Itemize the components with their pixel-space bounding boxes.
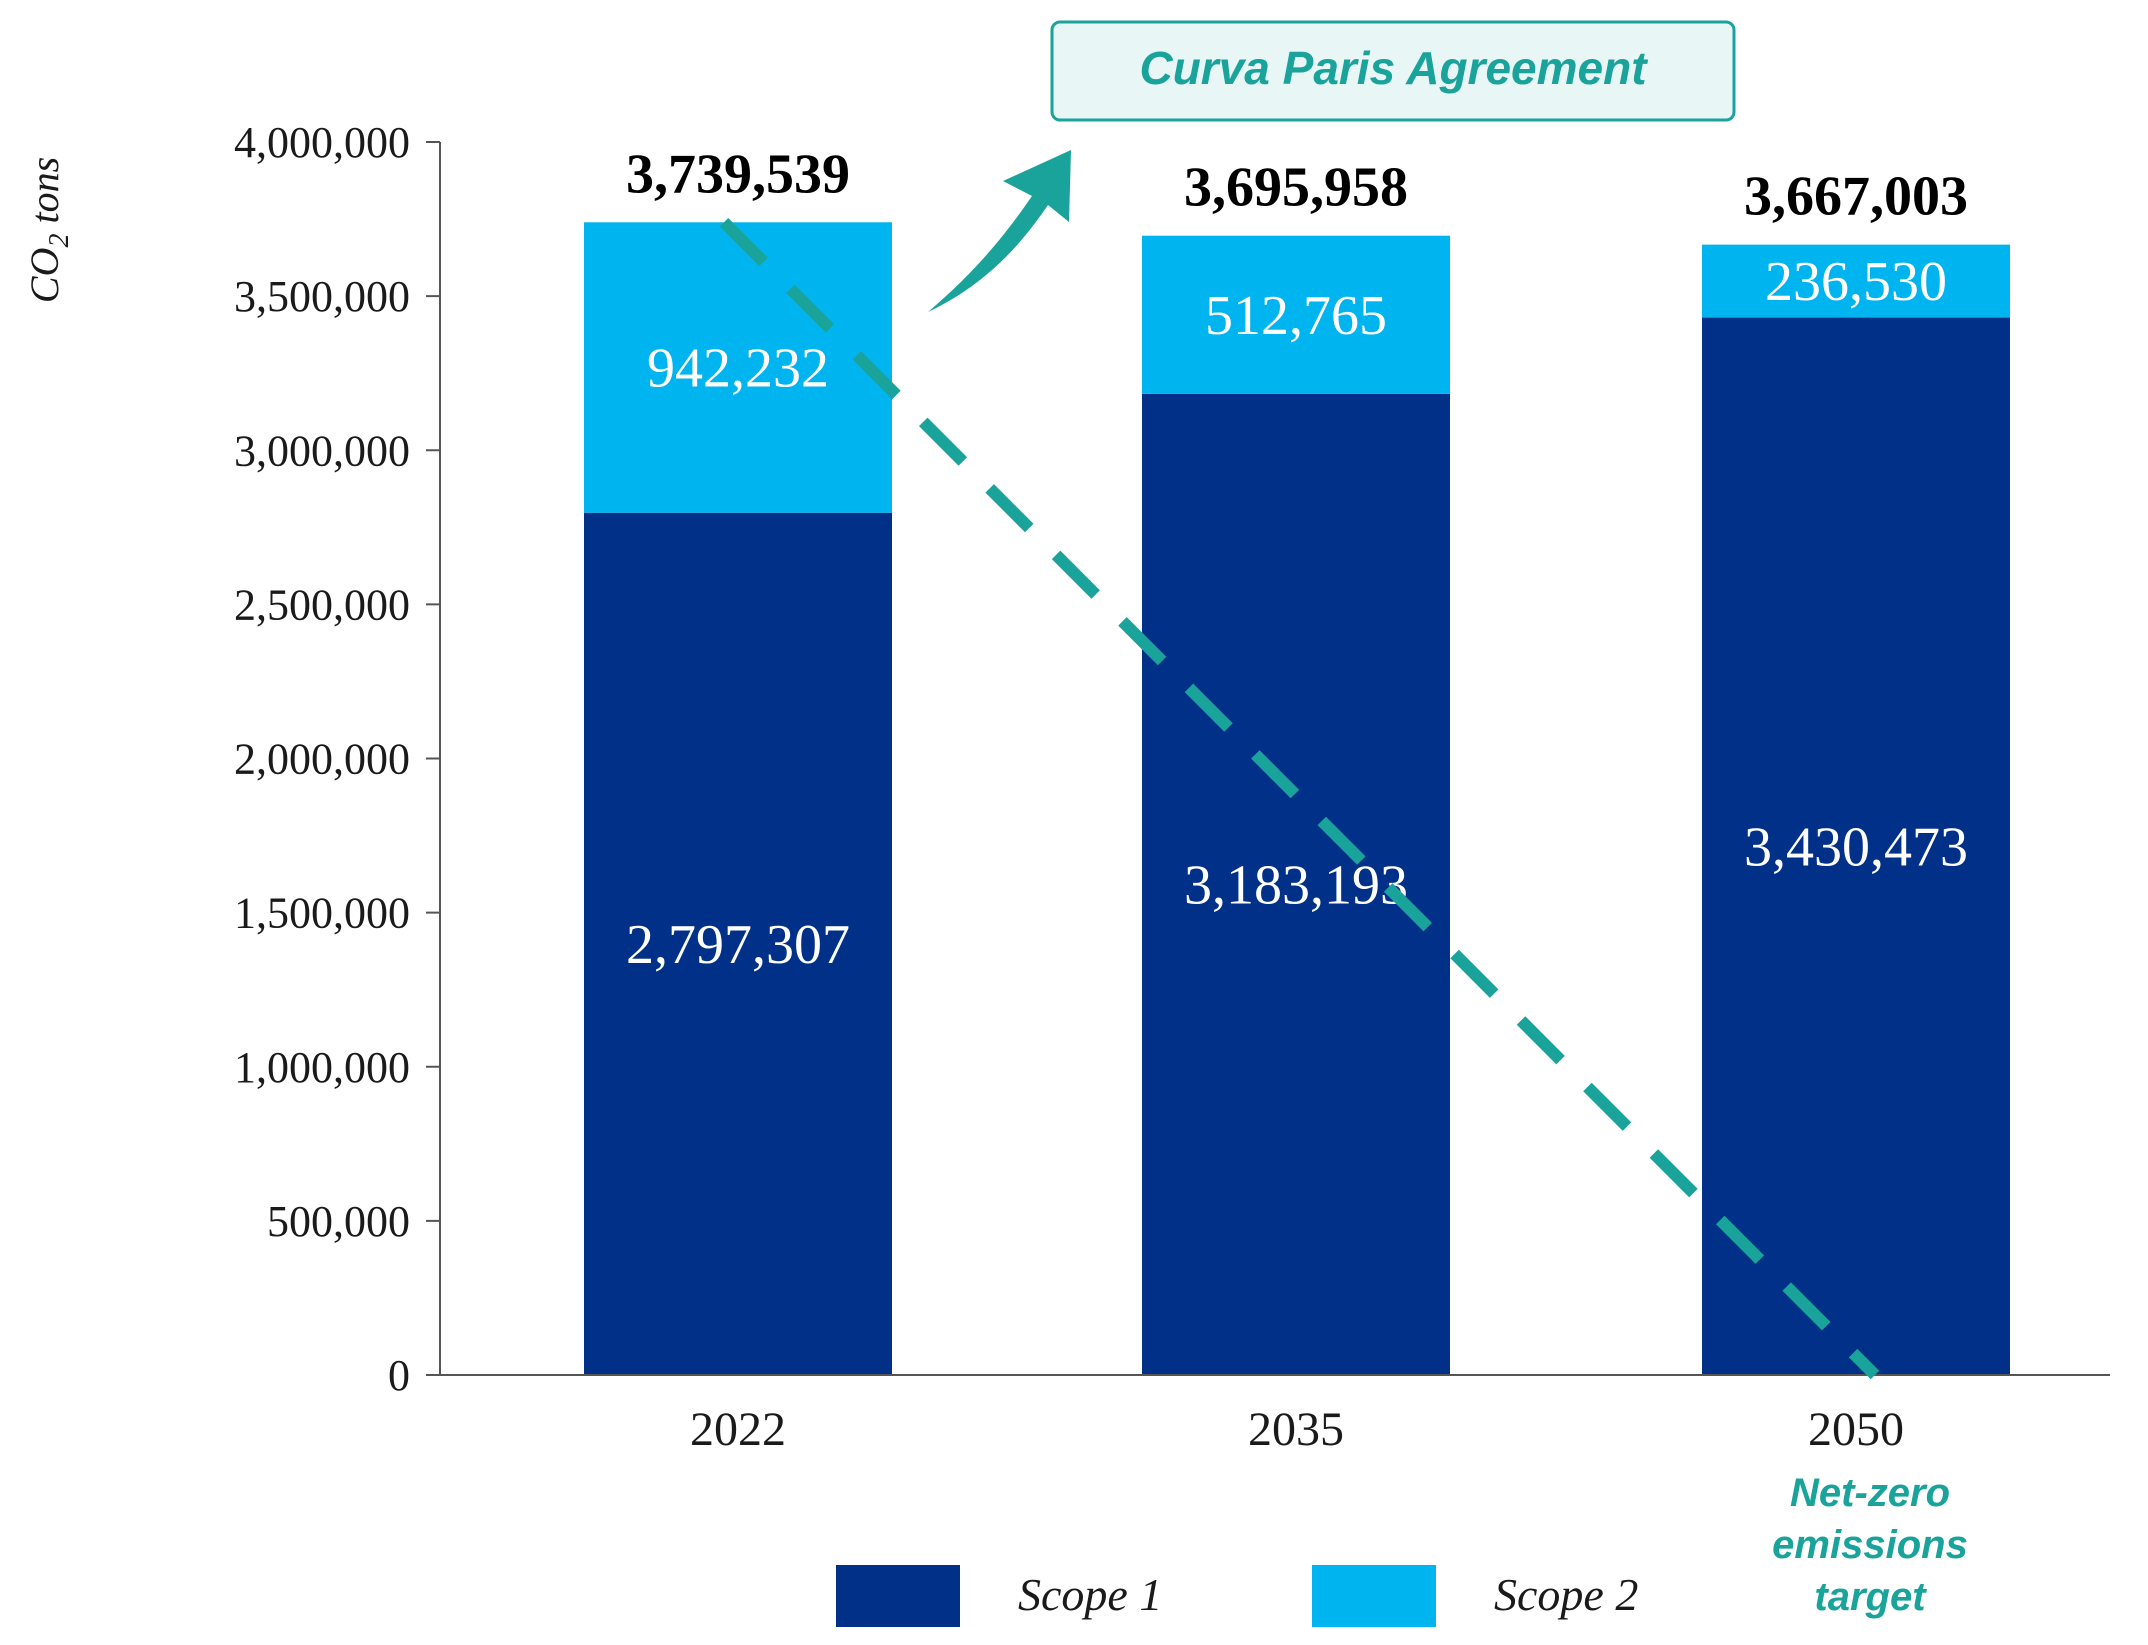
net-zero-annotation: Net-zero emissions target — [1772, 1471, 1968, 1619]
segment-value-label: 3,430,473 — [1744, 816, 1968, 878]
total-value-label: 3,739,539 — [626, 143, 850, 205]
total-labels: 3,739,539 3,695,958 3,667,003 — [626, 143, 1968, 227]
legend-label-scope-1: Scope 1 — [1018, 1569, 1162, 1620]
net-zero-line-2: emissions — [1772, 1523, 1968, 1567]
callout-label: Curva Paris Agreement — [1139, 42, 1648, 94]
legend: Scope 1 Scope 2 — [836, 1565, 1638, 1627]
y-tick-label: 3,000,000 — [234, 426, 410, 475]
segment-value-label: 942,232 — [647, 338, 829, 400]
x-tick-label: 2050 — [1808, 1403, 1904, 1456]
y-tick-label: 2,500,000 — [234, 580, 410, 629]
legend-swatch-scope-1 — [836, 1565, 960, 1627]
y-tick-label: 4,000,000 — [234, 118, 410, 167]
x-tick-label: 2022 — [690, 1403, 786, 1456]
curved-arrow-icon — [928, 150, 1071, 312]
segment-value-label: 2,797,307 — [626, 914, 850, 976]
segment-value-label: 512,765 — [1205, 285, 1387, 347]
paris-trend-line — [719, 218, 1880, 1380]
paris-callout: Curva Paris Agreement — [1050, 20, 1736, 122]
y-tick-label: 1,000,000 — [234, 1043, 410, 1092]
callout-box — [1050, 20, 1736, 122]
paris-trend — [719, 218, 1880, 1380]
net-zero-line-1: Net-zero — [1790, 1471, 1950, 1515]
y-tick-label: 2,000,000 — [234, 735, 410, 784]
total-value-label: 3,695,958 — [1184, 157, 1408, 219]
bar-segment-scope-1 — [1142, 393, 1450, 1375]
legend-label-scope-2: Scope 2 — [1494, 1569, 1638, 1620]
bar-segment-scope-1 — [584, 512, 892, 1375]
x-axis: 2022 2035 2050 — [440, 1374, 2110, 1456]
segment-value-label: 3,183,193 — [1184, 854, 1408, 916]
bar-segment-scope-1 — [1702, 317, 2010, 1376]
segment-labels: 2,797,307 942,232 3,183,193 512,765 3,430,47… — [626, 251, 1968, 976]
net-zero-line-3: target — [1814, 1575, 1927, 1619]
y-axis: 0 500,000 1,000,000 1,500,000 2,000,000 2,500… — [234, 118, 441, 1400]
bar-segment-scope-2 — [1702, 244, 2010, 318]
y-axis-title: CO2 tons — [22, 157, 75, 303]
y-tick-label: 1,500,000 — [234, 889, 410, 938]
bar-segment-scope-2 — [584, 222, 892, 513]
segment-value-label: 236,530 — [1765, 251, 1947, 313]
y-tick-label: 3,500,000 — [234, 272, 410, 321]
y-tick-label: 0 — [388, 1351, 410, 1400]
total-value-label: 3,667,003 — [1744, 166, 1968, 228]
legend-swatch-scope-2 — [1312, 1565, 1436, 1627]
y-tick-label: 500,000 — [267, 1197, 410, 1246]
bars — [584, 222, 2010, 1376]
callout-arrow — [928, 150, 1071, 312]
bar-segment-scope-2 — [1142, 235, 1450, 394]
x-tick-label: 2035 — [1248, 1403, 1344, 1456]
